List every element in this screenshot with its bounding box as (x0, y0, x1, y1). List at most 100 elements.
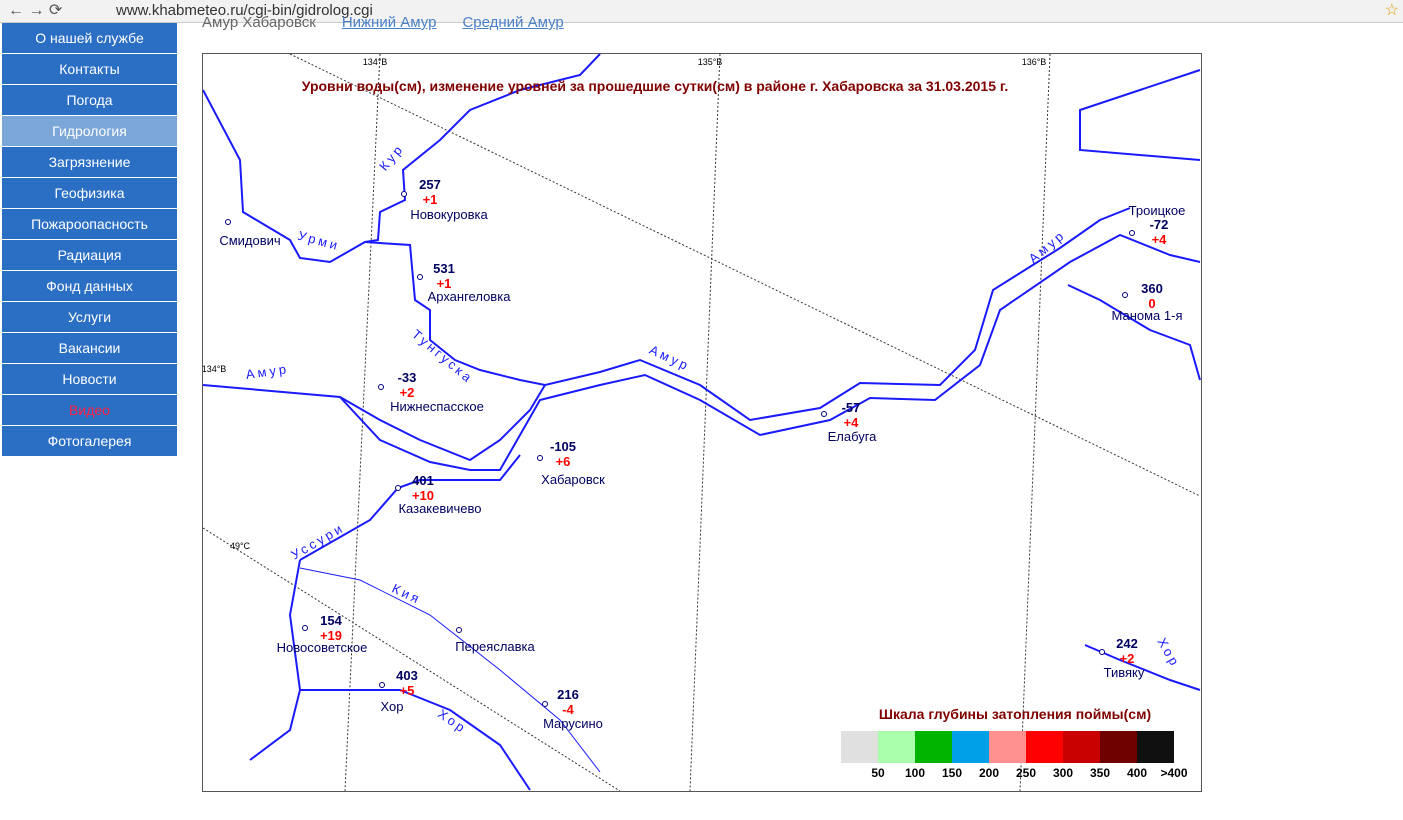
place-name: Переяславка (455, 639, 535, 654)
legend-label: 150 (942, 766, 962, 780)
nav-item[interactable]: Вакансии (2, 333, 177, 363)
legend-swatch (989, 731, 1026, 763)
river-label: Хор (1154, 635, 1183, 670)
sidebar-nav: О нашей службе Контакты Погода Гидрология За… (2, 23, 177, 457)
legend-label: 300 (1053, 766, 1073, 780)
station-dot (1099, 649, 1105, 655)
legend-swatch (841, 731, 878, 763)
address-bar[interactable]: www.khabmeteo.ru/cgi-bin/gidrolog.cgi (116, 2, 373, 19)
station-change: 0 (1148, 296, 1155, 311)
station-dot (379, 682, 385, 688)
nav-item[interactable]: О нашей службе (2, 23, 177, 53)
map: Уровни воды(см), изменение уровней за пр… (202, 53, 1202, 792)
station-name: Манома 1-я (1112, 308, 1183, 323)
station-name: Нижнеспасское (390, 399, 484, 414)
legend-label: 350 (1090, 766, 1110, 780)
place-dot (225, 219, 231, 225)
station-level: -72 (1150, 217, 1169, 232)
station-dot (537, 455, 543, 461)
station-level: 360 (1141, 281, 1163, 296)
tab[interactable]: Средний Амур (462, 14, 564, 31)
legend-label: 50 (871, 766, 885, 780)
station-change: +19 (320, 628, 342, 643)
station-change: +1 (437, 276, 452, 291)
nav-item[interactable]: Погода (2, 85, 177, 115)
river-label: Амур (245, 361, 290, 382)
station-name: Хабаровск (541, 472, 605, 487)
nav-item[interactable]: Загрязнение (2, 147, 177, 177)
river-label: Тунгуска (409, 326, 477, 386)
station-change: +4 (844, 415, 860, 430)
grid-label: 134°В (363, 57, 388, 67)
legend-swatch (878, 731, 915, 763)
station-change: +5 (400, 683, 415, 698)
station-level: -33 (398, 370, 417, 385)
nav-item[interactable]: Радиация (2, 240, 177, 270)
legend-swatch (1063, 731, 1100, 763)
nav-item[interactable]: Гидрология (2, 116, 177, 146)
station-dot (302, 625, 308, 631)
nav-item[interactable]: Пожароопасность (2, 209, 177, 239)
station-name: Елабуга (828, 429, 878, 444)
nav-item[interactable]: Новости (2, 364, 177, 394)
station-name: Новокуровка (410, 207, 488, 222)
legend-label: >400 (1160, 766, 1187, 780)
station-level: 401 (412, 473, 434, 488)
nav-item[interactable]: Видео (2, 395, 177, 425)
river-label: Урми (296, 228, 342, 254)
nav-item[interactable]: Фонд данных (2, 271, 177, 301)
station-name: Троицкое (1129, 203, 1186, 218)
legend-title: Шкала глубины затопления поймы(см) (879, 706, 1151, 722)
station-level: -105 (550, 439, 576, 454)
nav-item[interactable]: Геофизика (2, 178, 177, 208)
station-name: Марусино (543, 716, 603, 731)
station-name: Новосоветское (277, 640, 368, 655)
legend-swatch (1137, 731, 1174, 763)
browser-toolbar: ← → ⟳ www.khabmeteo.ru/cgi-bin/gidrolog.… (0, 0, 1403, 23)
station-dot (395, 485, 401, 491)
grid-label: 134°В (202, 364, 226, 374)
station-change: -4 (562, 702, 574, 717)
station-name: Архангеловка (428, 289, 512, 304)
station-dot (1129, 230, 1135, 236)
tab[interactable]: Нижний Амур (341, 14, 437, 31)
legend-label: 100 (905, 766, 925, 780)
station-change: +10 (412, 488, 434, 503)
station-dot (401, 191, 407, 197)
river-label: Уссури (288, 520, 347, 563)
grid-label: 136°В (1022, 57, 1047, 67)
grid-label: 135°В (698, 57, 723, 67)
place-name: Смидович (219, 233, 280, 248)
nav-item[interactable]: Контакты (2, 54, 177, 84)
station-name: Хор (381, 699, 404, 714)
station-level: 531 (433, 261, 455, 276)
tab[interactable]: Амур Хабаровск (202, 14, 316, 31)
station-dot (378, 384, 384, 390)
legend-swatch (1026, 731, 1063, 763)
station-change: +2 (1120, 651, 1135, 666)
station-change: +1 (423, 192, 438, 207)
station-level: 216 (557, 687, 579, 702)
place-dot (456, 627, 462, 633)
station-change: +4 (1152, 232, 1168, 247)
station-change: +6 (556, 454, 571, 469)
nav-item[interactable]: Услуги (2, 302, 177, 332)
station-level: 242 (1116, 636, 1138, 651)
legend-label: 200 (979, 766, 999, 780)
tabs: Амур Хабаровск Нижний Амур Средний Амур (202, 14, 590, 31)
nav-item[interactable]: Фотогалерея (2, 426, 177, 456)
grid-label: 49°С (230, 541, 251, 551)
legend-swatch (915, 731, 952, 763)
river-label: Кур (376, 141, 407, 174)
station-dot (821, 411, 827, 417)
station-level: 154 (320, 613, 342, 628)
station-change: +2 (400, 385, 415, 400)
station-dot (1122, 292, 1128, 298)
station-name: Тивяку (1104, 665, 1145, 680)
station-dot (417, 274, 423, 280)
station-level: 403 (396, 668, 418, 683)
legend-swatch (1100, 731, 1137, 763)
river-label: Амур (647, 342, 693, 374)
legend-label: 400 (1127, 766, 1147, 780)
